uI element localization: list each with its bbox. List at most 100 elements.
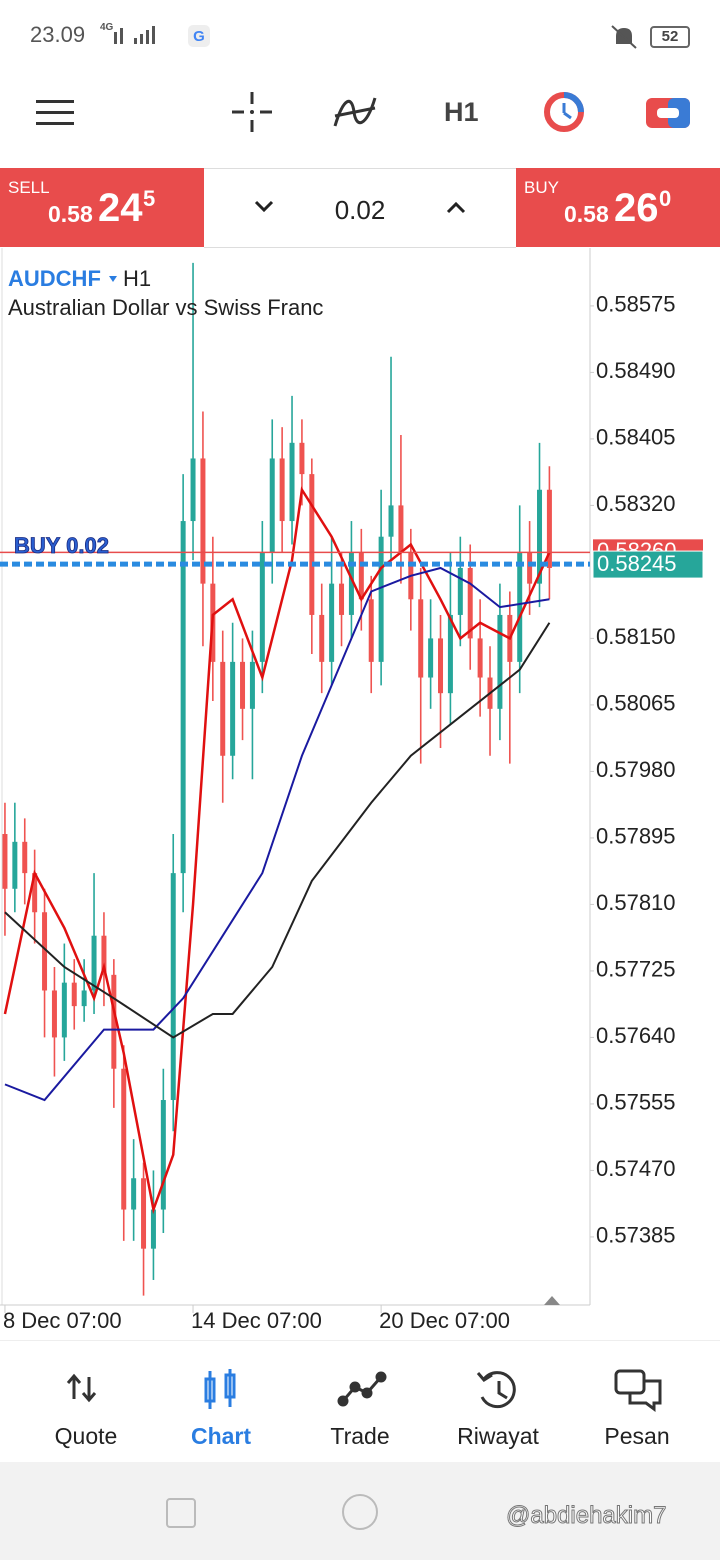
candle-body	[438, 638, 444, 694]
candle-body	[457, 567, 463, 615]
y-tick-label: 0.58320	[596, 491, 676, 516]
candle-body	[447, 614, 453, 694]
sell-pips: 24	[98, 186, 143, 230]
y-tick-label: 0.58405	[596, 425, 676, 450]
volume-down[interactable]	[254, 200, 274, 214]
y-tick-label: 0.57980	[596, 757, 676, 782]
y-tick-label: 0.57725	[596, 957, 676, 982]
nav-item[interactable]: Quote	[54, 1423, 118, 1449]
system-nav: @abdiehakim7	[0, 1462, 720, 1560]
timeframe-button[interactable]: H1	[444, 97, 479, 127]
volume-control: 0.02	[204, 168, 516, 248]
candle-body	[368, 599, 374, 662]
network: 4G	[100, 22, 114, 33]
bid-label: 0.58245	[597, 551, 677, 576]
home-button[interactable]	[342, 1494, 378, 1530]
battery: 52	[650, 26, 690, 48]
candle-body	[299, 442, 305, 475]
candle-body	[517, 552, 523, 662]
candle-body	[180, 521, 186, 874]
candle-body	[61, 982, 67, 1038]
candle-body	[329, 583, 335, 662]
y-tick-label: 0.57470	[596, 1156, 676, 1181]
candle-body	[2, 834, 8, 889]
sell-label: SELL	[8, 178, 50, 197]
candle-body	[537, 489, 543, 584]
candle-body	[467, 567, 473, 639]
candle-body	[150, 1209, 156, 1249]
candle-body	[22, 841, 28, 874]
buy-pips: 26	[614, 186, 659, 230]
moving-average	[4, 622, 551, 1039]
indicator-button[interactable]	[332, 92, 378, 132]
buy-point: 0	[659, 186, 672, 211]
recents-button[interactable]	[166, 1498, 196, 1528]
candle-body	[249, 661, 255, 709]
candle-body	[398, 505, 404, 553]
candle-body	[121, 1068, 127, 1210]
y-tick-label: 0.57555	[596, 1090, 676, 1115]
candle-body	[240, 661, 246, 709]
volume[interactable]: 0.02	[334, 195, 386, 225]
chart: 0.58575 0.58490 0.58405 0.58320 0.58150 0.580…	[0, 248, 704, 1333]
candle-body	[170, 873, 176, 1101]
buy-label: BUY	[524, 178, 559, 197]
x-tick-label: 20 Dec 07:00	[379, 1308, 510, 1333]
one-click-button[interactable]	[646, 98, 690, 128]
moving-average	[4, 566, 550, 1102]
y-tick-label: 0.57385	[596, 1223, 676, 1248]
mute-icon	[611, 25, 637, 49]
sell-button[interactable]: SELL 0.58 24 5	[0, 168, 204, 247]
y-tick-label: 0.57895	[596, 824, 676, 849]
moving-average	[3, 486, 551, 1215]
y-tick-label: 0.58065	[596, 691, 676, 716]
candle-body	[32, 873, 38, 913]
candle-body	[111, 974, 117, 1069]
candle-body	[160, 1100, 166, 1210]
nav-item[interactable]: Trade	[330, 1423, 390, 1449]
candle-body	[42, 912, 48, 991]
nav-item[interactable]: Riwayat	[457, 1423, 539, 1449]
menu-button[interactable]	[36, 98, 76, 128]
candle-body	[71, 982, 77, 1007]
order-label: BUY 0.02	[14, 533, 109, 558]
candle-body	[527, 552, 533, 584]
candle-body	[91, 935, 97, 991]
candle-body	[259, 552, 265, 662]
candle-body	[200, 458, 206, 584]
candle-body	[101, 935, 107, 975]
scroll-marker	[544, 1296, 560, 1305]
buy-button[interactable]: BUY 0.58 26 0	[516, 168, 720, 247]
candle-body	[289, 442, 295, 522]
y-tick-label: 0.58490	[596, 358, 676, 383]
clock-button[interactable]	[542, 90, 586, 134]
nav-item[interactable]: Chart	[190, 1423, 252, 1449]
candle-body	[279, 458, 285, 522]
status-bar: 23.09 4G G 52	[0, 0, 720, 70]
symbol: AUDCHF	[8, 266, 101, 291]
candle-body	[51, 990, 57, 1038]
svg-text:G: G	[193, 28, 205, 45]
volume-up[interactable]	[446, 200, 466, 214]
candle-body	[230, 661, 236, 756]
candle-body	[131, 1178, 137, 1210]
y-tick-label: 0.58150	[596, 624, 676, 649]
crosshair-button[interactable]	[230, 90, 274, 134]
candle-body	[477, 638, 483, 678]
chart-title: Australian Dollar vs Swiss Franc	[8, 295, 323, 320]
candle-body	[348, 552, 354, 615]
candle-body	[81, 990, 87, 1007]
x-tick-label: 14 Dec 07:00	[191, 1308, 322, 1333]
nav-icons	[66, 1369, 662, 1412]
nav-item[interactable]: Pesan	[604, 1423, 670, 1449]
candle-body	[388, 505, 394, 537]
bottom-nav	[0, 1340, 720, 1463]
candle-body	[141, 1178, 147, 1249]
candle-body	[269, 458, 275, 553]
candle-body	[220, 661, 226, 756]
timeframe: H1	[123, 266, 151, 291]
symbol-dropdown	[109, 276, 117, 282]
candle-body	[358, 552, 364, 600]
candle-body	[418, 599, 424, 678]
